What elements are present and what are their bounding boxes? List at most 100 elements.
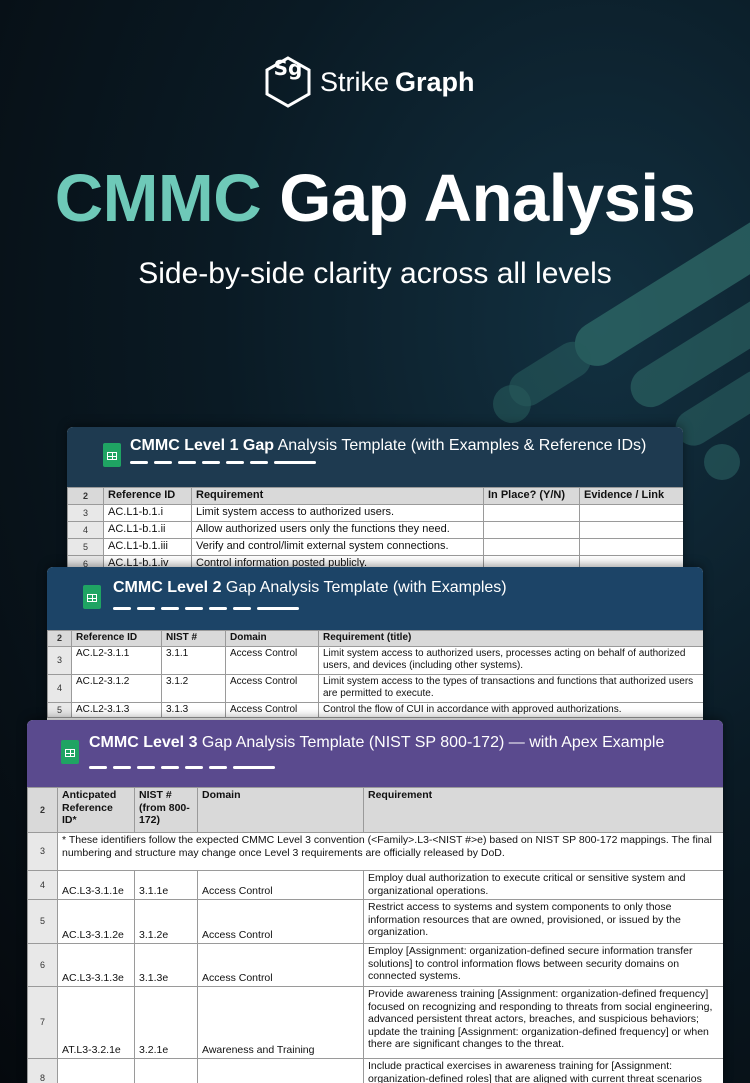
cell: Access Control xyxy=(197,943,364,987)
cell: 3.2.1e xyxy=(134,986,198,1059)
cell: Access Control xyxy=(225,646,319,675)
template-card: CMMC Level 2 Gap Analysis Template (with… xyxy=(47,567,703,720)
header-cell: Requirement xyxy=(363,787,723,833)
empty-cell xyxy=(197,1058,364,1083)
empty-cell xyxy=(579,538,683,556)
table-row: 4 AC.L1-b.1.ii Allow authorized users only… xyxy=(67,521,683,539)
cell: 3.1.3 xyxy=(161,702,226,718)
cell: AC.L2-3.1.2 xyxy=(71,674,162,703)
table-row: 6 AC.L1-b.1.iv Control information posted … xyxy=(67,555,683,570)
cell: AC.L1-b.1.ii xyxy=(103,521,192,539)
dash xyxy=(154,461,172,464)
cell: Employ dual authorization to execute cri… xyxy=(363,870,723,900)
row-number: 5 xyxy=(67,538,104,556)
dash xyxy=(209,607,227,610)
row-number: 7 xyxy=(27,986,58,1059)
row-number: 4 xyxy=(47,674,72,703)
row-number: 3 xyxy=(47,646,72,675)
dash xyxy=(161,607,179,610)
sheets-icon xyxy=(103,443,121,467)
dash xyxy=(178,461,196,464)
table-row: 8 Include practical exercises in awarenes… xyxy=(27,1058,723,1083)
cell: AC.L3-3.1.3e xyxy=(57,943,135,987)
cell: Awareness and Training xyxy=(197,986,364,1059)
template-card: CMMC Level 1 Gap Analysis Template (with… xyxy=(67,427,683,570)
header-cell: Domain xyxy=(225,630,319,647)
card-title: CMMC Level 2 Gap Analysis Template (with… xyxy=(113,579,507,597)
cell: Limit system access to authorized users. xyxy=(191,504,484,522)
cell: Access Control xyxy=(197,870,364,900)
card-title-bold: CMMC Level 1 Gap xyxy=(130,437,275,454)
header-row: 2 Reference ID Requirement In Place? (Y/N) E… xyxy=(67,487,683,505)
sheet-table: 2 Anticpated Reference ID* NIST # (from 80… xyxy=(27,787,723,1083)
cell: 3.1.1 xyxy=(161,646,226,675)
header-cell: NIST # xyxy=(161,630,226,647)
table-row: 3 AC.L2-3.1.1 3.1.1 Access Control Limit sys… xyxy=(47,646,703,675)
table-row: 5 AC.L3-3.1.2e 3.1.2e Access Control Restric… xyxy=(27,899,723,944)
dash xyxy=(137,607,155,610)
subtitle: Side-by-side clarity across all levels xyxy=(138,257,612,290)
empty-cell xyxy=(483,538,580,556)
card-title: CMMC Level 1 Gap Analysis Template (with… xyxy=(130,437,646,455)
row-number: 4 xyxy=(67,521,104,539)
cell: AC.L1-b.1.iii xyxy=(103,538,192,556)
table-row: 7 AT.L3-3.2.1e 3.2.1e Awareness and Trainin… xyxy=(27,986,723,1059)
dash xyxy=(113,766,131,769)
header-cell: In Place? (Y/N) xyxy=(483,487,580,505)
card-title: CMMC Level 3 Gap Analysis Template (NIST… xyxy=(89,734,664,752)
cell: Access Control xyxy=(225,674,319,703)
cell: AC.L1-b.1.iv xyxy=(103,555,192,570)
sheets-icon xyxy=(61,740,79,764)
cell: AC.L2-3.1.3 xyxy=(71,702,162,718)
logo-mark: Sg xyxy=(264,56,312,108)
headline-accent: CMMC xyxy=(54,161,262,236)
cell: 3.1.3e xyxy=(134,943,198,987)
row-number: 2 xyxy=(67,487,104,505)
table-row: 5 AC.L2-3.1.3 3.1.3 Access Control Control t… xyxy=(47,702,703,718)
header-cell: Domain xyxy=(197,787,364,833)
cell: AC.L2-3.1.1 xyxy=(71,646,162,675)
card-header: CMMC Level 2 Gap Analysis Template (with… xyxy=(47,567,703,630)
cell: 3.1.1e xyxy=(134,870,198,900)
card-title-bold: CMMC Level 2 xyxy=(113,579,222,596)
header-cell: Anticpated Reference ID* xyxy=(57,787,135,833)
empty-cell xyxy=(483,504,580,522)
cell: Restrict access to systems and system co… xyxy=(363,899,723,944)
row-number: 6 xyxy=(67,555,104,570)
card-header: CMMC Level 1 Gap Analysis Template (with… xyxy=(67,427,683,487)
cell: 3.1.2e xyxy=(134,899,198,944)
dash xyxy=(130,461,148,464)
headline: CMMC Gap Analysis xyxy=(0,160,750,237)
table-row: 4 AC.L2-3.1.2 3.1.2 Access Control Limit sys… xyxy=(47,674,703,703)
header-cell: Requirement (title) xyxy=(318,630,703,647)
cell: Control information posted publicly. xyxy=(191,555,484,570)
cell: Limit system access to the types of tran… xyxy=(318,674,703,703)
headline-text: Gap Analysis xyxy=(279,161,696,236)
card-title-bold: CMMC Level 3 xyxy=(89,734,198,751)
row-number: 6 xyxy=(27,943,58,987)
sheet-table: 2 Reference ID NIST # Domain Requirement (ti… xyxy=(47,630,703,718)
header-cell: Requirement xyxy=(191,487,484,505)
dash xyxy=(233,607,251,610)
table-row: 4 AC.L3-3.1.1e 3.1.1e Access Control Employ … xyxy=(27,870,723,900)
header-row: 2 Reference ID NIST # Domain Requirement (ti… xyxy=(47,630,703,647)
empty-cell xyxy=(134,1058,198,1083)
table-row: 3 * These identifiers follow the expected… xyxy=(27,832,723,871)
dash xyxy=(89,766,107,769)
row-number: 5 xyxy=(47,702,72,718)
dash xyxy=(185,766,203,769)
empty-cell xyxy=(483,521,580,539)
cell: AC.L3-3.1.1e xyxy=(57,870,135,900)
dash xyxy=(257,607,299,610)
sheet-table: 2 Reference ID Requirement In Place? (Y/N) E… xyxy=(67,487,683,570)
logo-name-bold: Graph xyxy=(395,66,475,97)
cell: AC.L3-3.1.2e xyxy=(57,899,135,944)
cell: Control the flow of CUI in accordance wi… xyxy=(318,702,703,718)
row-number: 3 xyxy=(67,504,104,522)
card-title-rest: Analysis Template (with Examples & Refer… xyxy=(277,437,647,454)
logo-initials: Sg xyxy=(273,56,303,80)
cell: AT.L3-3.2.1e xyxy=(57,986,135,1059)
header-cell: NIST # (from 800-172) xyxy=(134,787,198,833)
cell: Verify and control/limit external system… xyxy=(191,538,484,556)
